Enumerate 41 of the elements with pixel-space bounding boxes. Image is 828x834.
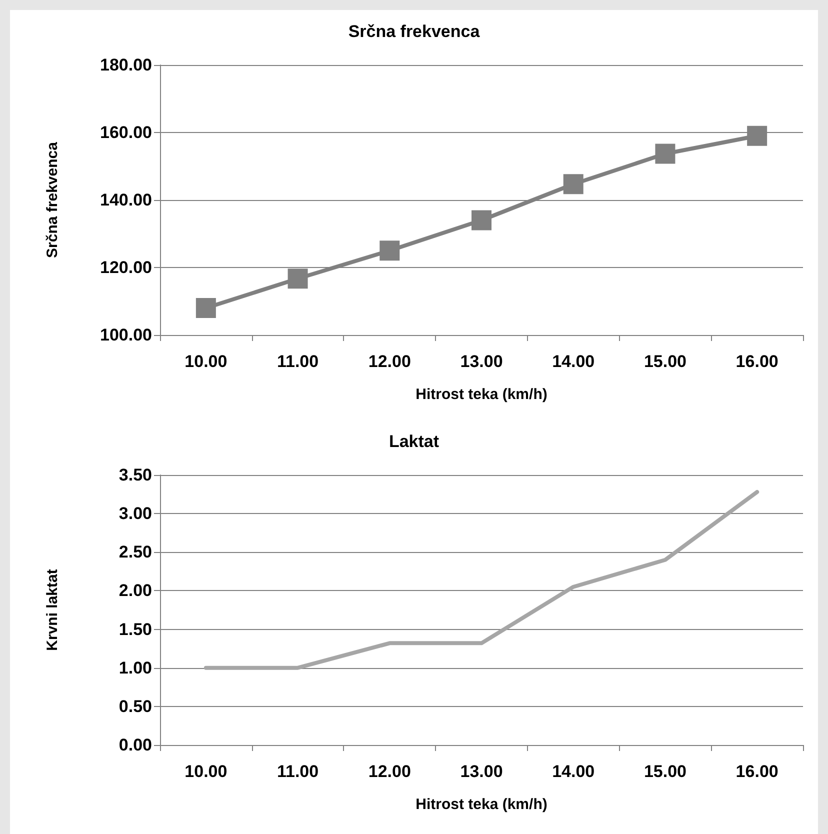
point (288, 268, 308, 289)
x-tick-label: 13.00 (460, 762, 503, 781)
x-tick-label: 10.00 (184, 762, 228, 781)
x-tick-label: 14.00 (552, 352, 595, 371)
y-axis-title: Srčna frekvenca (44, 141, 61, 258)
y-tick-label: 1.50 (118, 620, 152, 639)
y-tick-label: 3.00 (118, 504, 152, 524)
x-tick-label: 11.00 (276, 762, 319, 781)
y-tick-label: 0.00 (118, 736, 152, 754)
x-tick-label: 14.00 (552, 762, 595, 781)
x-tick-label: 12.00 (368, 762, 411, 781)
x-tick-label: 15.00 (644, 352, 686, 371)
x-tick-label: 16.00 (736, 762, 778, 781)
y-tick-label: 0.50 (118, 696, 152, 716)
y-axis-title: Krvni laktat (44, 569, 61, 651)
x-tick-label: 13.00 (460, 352, 503, 371)
x-tick-label: 12.00 (368, 352, 411, 371)
y-tick-label: 140.00 (100, 190, 152, 210)
chart-title: Srčna frekvenca (348, 22, 480, 41)
line-series (204, 490, 760, 670)
point (747, 126, 768, 146)
y-tick-label: 3.50 (118, 466, 152, 484)
y-tick-label: 2.50 (118, 542, 152, 562)
point (472, 210, 492, 230)
y-tick-label: 2.00 (118, 581, 152, 600)
y-tick-label: 180.00 (100, 56, 152, 74)
x-axis-title: Hitrost teka (km/h) (416, 796, 548, 813)
chart-title: Laktat (388, 432, 440, 451)
point (380, 240, 400, 261)
point (196, 298, 216, 318)
x-tick-label: 16.00 (736, 352, 778, 371)
y-tick-label: 1.00 (118, 658, 152, 678)
x-tick-label: 10.00 (184, 352, 228, 371)
y-tick-label: 120.00 (100, 258, 152, 277)
y-tick-label: 160.00 (100, 123, 152, 142)
y-tick-label: 100.00 (100, 326, 152, 344)
x-tick-label: 11.00 (276, 352, 319, 371)
point (655, 144, 676, 164)
point (563, 174, 584, 194)
x-tick-label: 15.00 (644, 762, 686, 781)
x-axis-title: Hitrost teka (km/h) (416, 386, 548, 403)
